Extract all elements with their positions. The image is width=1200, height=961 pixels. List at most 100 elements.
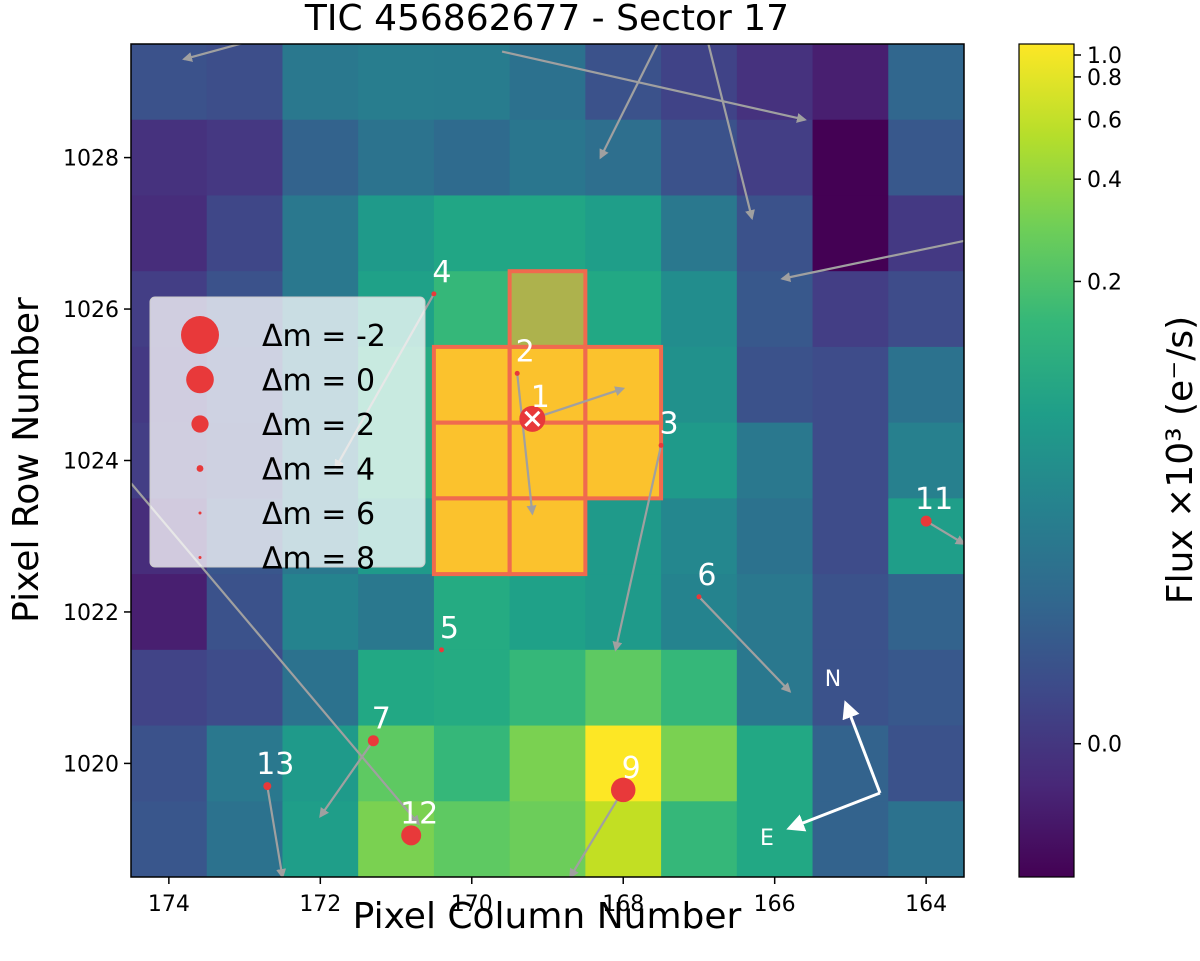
flux-pixel — [206, 119, 283, 196]
legend-marker — [186, 365, 214, 394]
flux-pixel — [736, 574, 814, 651]
flux-pixel — [736, 271, 814, 348]
flux-pixel — [812, 801, 889, 878]
x-tick-label: 166 — [754, 892, 796, 917]
compass-east-label: E — [760, 826, 774, 851]
flux-pixel — [736, 119, 814, 196]
star-label-7: 7 — [372, 702, 391, 737]
x-tick-label: 174 — [148, 892, 190, 917]
flux-pixel — [358, 649, 435, 727]
flux-pixel — [433, 195, 511, 272]
star-label-13: 13 — [256, 747, 294, 782]
legend-marker — [196, 465, 204, 472]
flux-pixel — [433, 725, 511, 802]
flux-pixel — [206, 801, 283, 878]
flux-pixel — [509, 649, 586, 727]
star-marker-12 — [401, 825, 422, 846]
flux-pixel — [509, 574, 586, 651]
flux-pixel — [585, 195, 662, 272]
flux-pixel — [358, 801, 435, 878]
flux-pixel — [661, 422, 738, 499]
flux-pixel — [585, 649, 662, 727]
flux-pixel — [661, 195, 738, 272]
star-label-9: 9 — [622, 751, 641, 786]
flux-pixel — [661, 44, 738, 121]
x-tick-label: 168 — [602, 892, 644, 917]
flux-pixel — [812, 574, 889, 651]
flux-pixel — [661, 271, 738, 348]
star-label-5: 5 — [440, 611, 459, 646]
flux-pixel — [585, 119, 662, 196]
flux-pixel — [888, 801, 965, 878]
colorbar-tick-label: 0.8 — [1087, 66, 1122, 91]
legend: Δm = -2 Δm = 0 Δm = 2 Δm = 4 Δm = 6 Δm = 8 — [149, 296, 426, 577]
legend-marker — [198, 511, 202, 515]
flux-pixel — [358, 44, 435, 121]
aperture-pixel — [431, 344, 512, 425]
star-marker-3 — [658, 442, 664, 448]
flux-pixel — [888, 725, 965, 802]
pm-arrow-field-star — [707, 44, 755, 221]
legend-marker — [198, 556, 202, 559]
star-marker-7 — [367, 735, 379, 747]
pm-arrow-star-13 — [266, 785, 287, 877]
legend-label: Δm = 0 — [262, 364, 375, 399]
flux-pixel — [661, 498, 738, 575]
flux-pixel — [131, 649, 208, 727]
legend-box — [149, 296, 426, 568]
flux-pixel — [433, 649, 511, 727]
flux-pixel — [888, 574, 965, 651]
star-marker-6 — [696, 594, 702, 600]
aperture-mask — [431, 269, 664, 577]
star-label-3: 3 — [660, 406, 679, 441]
flux-pixel — [509, 119, 586, 196]
flux-pixel — [812, 44, 889, 121]
star-label-12: 12 — [400, 796, 438, 831]
chart-title: TIC 456862677 - Sector 17 — [304, 0, 789, 39]
flux-pixel — [509, 725, 586, 802]
flux-pixel — [282, 119, 359, 196]
colorbar-tick-label: 0.6 — [1087, 108, 1122, 133]
compass: N E — [760, 667, 882, 851]
flux-pixel — [812, 271, 889, 348]
pm-arrow-field-star — [780, 239, 964, 283]
flux-pixel — [812, 346, 889, 424]
flux-pixel — [358, 195, 435, 272]
legend-marker — [181, 316, 219, 354]
flux-pixel — [661, 346, 738, 424]
flux-pixel — [282, 801, 359, 878]
colorbar-ticks: 1.00.8 0.6 0.4 0.2 0.0 — [1074, 44, 1122, 758]
x-tick-label: 164 — [905, 892, 947, 917]
flux-pixel — [358, 119, 435, 196]
flux-pixel — [661, 119, 738, 196]
aperture-pixel — [507, 420, 588, 501]
legend-label: Δm = -2 — [262, 319, 386, 354]
star-label-6: 6 — [697, 558, 716, 593]
flux-pixel — [433, 801, 511, 878]
flux-pixel — [736, 801, 814, 878]
flux-pixel — [736, 422, 814, 499]
compass-north-label: N — [825, 667, 841, 692]
target-x-marker — [524, 410, 541, 427]
aperture-pixel — [507, 496, 588, 577]
y-tick-label: 1026 — [63, 298, 119, 323]
flux-pixel — [812, 195, 889, 272]
aperture-pixel — [583, 344, 664, 425]
legend-label: Δm = 8 — [262, 542, 375, 577]
pm-arrow-field-star — [182, 44, 244, 62]
flux-pixel — [206, 725, 283, 802]
star-label-4: 4 — [432, 255, 451, 290]
flux-pixel — [585, 801, 662, 878]
aperture-pixel — [507, 269, 588, 349]
flux-pixel — [131, 195, 208, 272]
flux-pixel — [888, 44, 965, 121]
flux-pixel — [433, 119, 511, 196]
colorbar-tick-label: 0.2 — [1087, 270, 1122, 295]
flux-pixel — [661, 649, 738, 727]
y-tick-label: 1020 — [63, 752, 119, 777]
legend-marker — [191, 415, 209, 433]
legend-label: Δm = 2 — [262, 408, 375, 443]
flux-pixel — [282, 649, 359, 727]
pm-arrow-star-2 — [516, 373, 537, 516]
